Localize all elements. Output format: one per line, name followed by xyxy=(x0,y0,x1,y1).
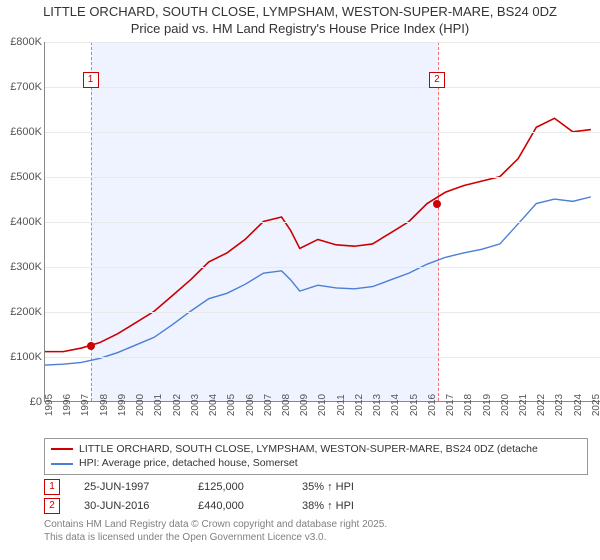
legend-swatch xyxy=(51,463,73,465)
gridline xyxy=(45,42,600,43)
y-tick-label: £500K xyxy=(10,171,42,183)
gridline xyxy=(45,312,600,313)
x-tick-label: 2021 xyxy=(518,394,529,416)
x-tick-label: 2019 xyxy=(482,394,493,416)
y-tick-label: £800K xyxy=(10,36,42,48)
sale-row: 2 30-JUN-2016 £440,000 38% ↑ HPI xyxy=(44,498,588,514)
x-tick-label: 1998 xyxy=(99,394,110,416)
legend-label: HPI: Average price, detached house, Some… xyxy=(79,456,298,471)
x-tick-label: 2010 xyxy=(317,394,328,416)
sale-index-box: 1 xyxy=(44,479,60,495)
x-tick-label: 2018 xyxy=(463,394,474,416)
legend-swatch xyxy=(51,448,73,450)
x-tick-label: 2004 xyxy=(208,394,219,416)
x-tick-label: 1996 xyxy=(62,394,73,416)
legend-item: LITTLE ORCHARD, SOUTH CLOSE, LYMPSHAM, W… xyxy=(51,442,581,457)
y-tick-label: £300K xyxy=(10,261,42,273)
y-tick-label: £700K xyxy=(10,81,42,93)
sale-price: £440,000 xyxy=(198,500,278,512)
x-tick-label: 2025 xyxy=(591,394,600,416)
sales-table: 1 25-JUN-1997 £125,000 35% ↑ HPI 2 30-JUN-201… xyxy=(44,479,588,514)
legend-label: LITTLE ORCHARD, SOUTH CLOSE, LYMPSHAM, W… xyxy=(79,442,538,457)
x-tick-label: 2005 xyxy=(226,394,237,416)
title-line-2: Price paid vs. HM Land Registry's House … xyxy=(0,21,600,38)
x-tick-label: 2022 xyxy=(536,394,547,416)
y-tick-label: £0 xyxy=(30,396,42,408)
series-property xyxy=(45,118,591,351)
gridline xyxy=(45,87,600,88)
gridline xyxy=(45,177,600,178)
sale-marker-label: 1 xyxy=(83,72,99,88)
sale-hpi: 35% ↑ HPI xyxy=(302,481,354,493)
y-tick-label: £200K xyxy=(10,306,42,318)
x-tick-label: 2008 xyxy=(281,394,292,416)
y-tick-label: £400K xyxy=(10,216,42,228)
sale-marker-label: 2 xyxy=(429,72,445,88)
sale-date: 30-JUN-2016 xyxy=(84,500,174,512)
footer-line-1: Contains HM Land Registry data © Crown c… xyxy=(44,518,588,531)
chart-container: LITTLE ORCHARD, SOUTH CLOSE, LYMPSHAM, W… xyxy=(0,0,600,560)
x-tick-label: 2016 xyxy=(427,394,438,416)
gridline xyxy=(45,357,600,358)
x-tick-label: 1999 xyxy=(117,394,128,416)
sale-date: 25-JUN-1997 xyxy=(84,481,174,493)
x-tick-label: 2014 xyxy=(390,394,401,416)
gridline xyxy=(45,267,600,268)
x-tick-label: 2003 xyxy=(190,394,201,416)
title-line-1: LITTLE ORCHARD, SOUTH CLOSE, LYMPSHAM, W… xyxy=(0,4,600,21)
gridline xyxy=(45,132,600,133)
x-tick-label: 2023 xyxy=(554,394,565,416)
x-tick-label: 2024 xyxy=(573,394,584,416)
y-tick-label: £100K xyxy=(10,351,42,363)
gridline xyxy=(45,222,600,223)
x-tick-label: 2012 xyxy=(354,394,365,416)
x-tick-label: 1995 xyxy=(44,394,55,416)
sale-marker-dot xyxy=(433,200,441,208)
footer: Contains HM Land Registry data © Crown c… xyxy=(44,518,588,544)
x-axis: 1995199619971998199920002001200220032004… xyxy=(44,402,600,432)
y-tick-label: £600K xyxy=(10,126,42,138)
x-tick-label: 2006 xyxy=(245,394,256,416)
legend: LITTLE ORCHARD, SOUTH CLOSE, LYMPSHAM, W… xyxy=(44,438,588,475)
plot-area: 12 xyxy=(44,42,600,402)
x-tick-label: 2009 xyxy=(299,394,310,416)
x-tick-label: 2015 xyxy=(409,394,420,416)
sale-index-box: 2 xyxy=(44,498,60,514)
sale-hpi: 38% ↑ HPI xyxy=(302,500,354,512)
x-tick-label: 1997 xyxy=(80,394,91,416)
x-tick-label: 2000 xyxy=(135,394,146,416)
legend-item: HPI: Average price, detached house, Some… xyxy=(51,456,581,471)
sale-price: £125,000 xyxy=(198,481,278,493)
x-tick-label: 2017 xyxy=(445,394,456,416)
x-tick-label: 2020 xyxy=(500,394,511,416)
x-tick-label: 2001 xyxy=(153,394,164,416)
sale-row: 1 25-JUN-1997 £125,000 35% ↑ HPI xyxy=(44,479,588,495)
footer-line-2: This data is licensed under the Open Gov… xyxy=(44,531,588,544)
x-tick-label: 2002 xyxy=(172,394,183,416)
x-tick-label: 2007 xyxy=(263,394,274,416)
y-axis: £0£100K£200K£300K£400K£500K£600K£700K£80… xyxy=(0,42,44,432)
sale-marker-dot xyxy=(87,342,95,350)
x-tick-label: 2013 xyxy=(372,394,383,416)
chart-area: £0£100K£200K£300K£400K£500K£600K£700K£80… xyxy=(0,42,600,432)
x-tick-label: 2011 xyxy=(336,394,347,416)
